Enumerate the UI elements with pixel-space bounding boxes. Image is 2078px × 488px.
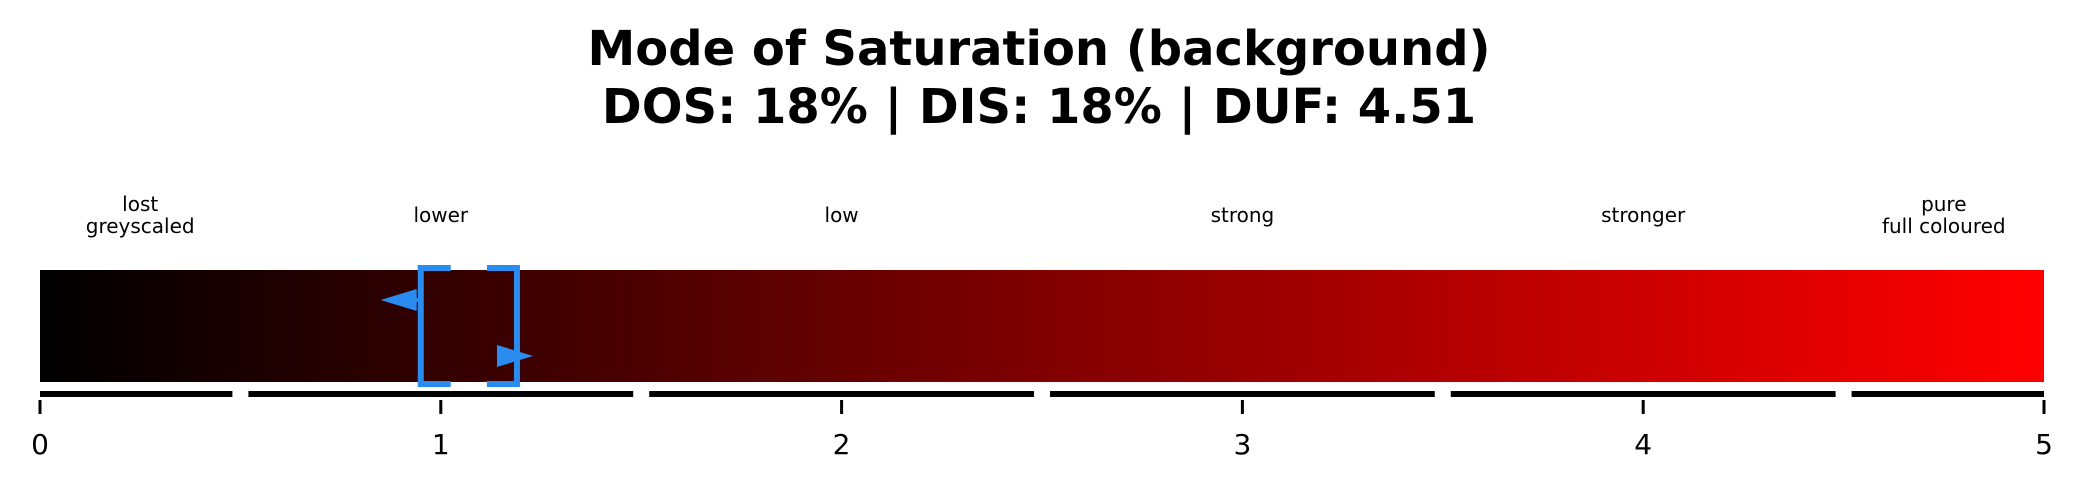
region-label: low	[825, 203, 859, 227]
marker-right-bracket	[486, 265, 520, 387]
tick-label: 4	[1634, 428, 1652, 461]
region-label: lower	[413, 203, 468, 227]
axis-ticks: 0 1 2 3 4 5	[31, 400, 2053, 461]
chart-title-line1: Mode of Saturation (background)	[587, 21, 1490, 77]
region-label: full coloured	[1882, 214, 2006, 238]
tick-label: 0	[31, 428, 49, 461]
region-label: lost	[122, 192, 158, 216]
region-label: greyscaled	[86, 214, 195, 238]
region-label: stronger	[1601, 203, 1686, 227]
region-label: strong	[1211, 203, 1275, 227]
marker-left-arrow-head	[380, 289, 417, 311]
chart-title-line2: DOS: 18% | DIS: 18% | DUF: 4.51	[602, 79, 1476, 135]
saturation-gradient-bar	[40, 270, 2044, 382]
tick-label: 5	[2035, 428, 2053, 461]
tick-label: 1	[432, 428, 450, 461]
tick-label: 2	[833, 428, 851, 461]
marker-right-arrow-head	[496, 345, 533, 367]
marker-left-bracket	[417, 265, 451, 387]
saturation-marker	[380, 265, 533, 387]
region-label: pure	[1921, 192, 1966, 216]
tick-label: 3	[1233, 428, 1251, 461]
